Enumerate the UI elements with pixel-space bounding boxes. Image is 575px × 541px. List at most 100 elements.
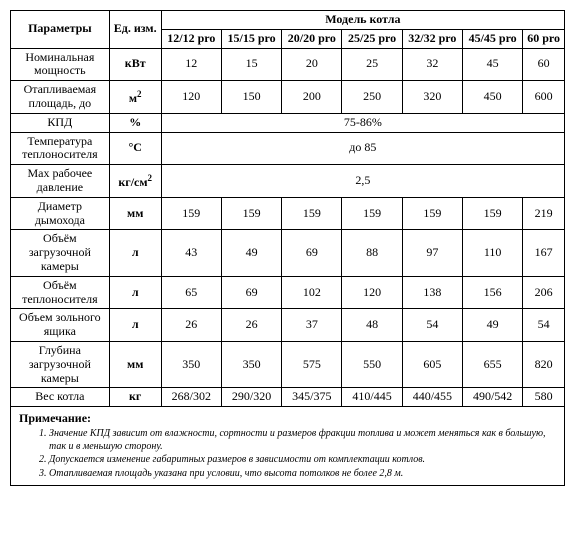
cell: 490/542	[463, 388, 523, 407]
param-unit: °С	[109, 132, 161, 165]
table-row: Max рабочее давление кг/см2 2,5	[11, 165, 565, 198]
cell: 167	[523, 230, 565, 276]
param-name: Температура теплоносителя	[11, 132, 110, 165]
notes-title: Примечание:	[19, 411, 556, 426]
table-body: Номинальная мощность кВт 12 15 20 25 32 …	[11, 48, 565, 407]
cell: 655	[463, 341, 523, 387]
param-name: Max рабочее давление	[11, 165, 110, 198]
cell: 49	[221, 230, 281, 276]
table-header: Параметры Ед. изм. Модель котла 12/12 pr…	[11, 11, 565, 49]
table-row: Температура теплоносителя °С до 85	[11, 132, 565, 165]
param-name: Отапливаемая площадь, до	[11, 81, 110, 114]
cell-span: 2,5	[161, 165, 564, 198]
param-unit: мм	[109, 341, 161, 387]
param-name: Объём загрузочной камеры	[11, 230, 110, 276]
cell: 580	[523, 388, 565, 407]
param-unit: кВт	[109, 48, 161, 81]
cell: 159	[463, 197, 523, 230]
cell: 15	[221, 48, 281, 81]
table-row: Диаметр дымохода мм 159 159 159 159 159 …	[11, 197, 565, 230]
cell: 138	[402, 276, 462, 309]
header-unit: Ед. изм.	[109, 11, 161, 49]
cell: 60	[523, 48, 565, 81]
cell-span: до 85	[161, 132, 564, 165]
cell: 200	[282, 81, 342, 114]
cell: 54	[402, 309, 462, 342]
header-model-0: 12/12 pro	[161, 29, 221, 48]
notes-block: Примечание: Значение КПД зависит от влаж…	[10, 407, 565, 486]
cell: 250	[342, 81, 402, 114]
cell: 150	[221, 81, 281, 114]
cell: 290/320	[221, 388, 281, 407]
cell: 350	[161, 341, 221, 387]
param-name: Объем зольного ящика	[11, 309, 110, 342]
header-model-2: 20/20 pro	[282, 29, 342, 48]
cell: 345/375	[282, 388, 342, 407]
param-unit: м2	[109, 81, 161, 114]
header-model-group: Модель котла	[161, 11, 564, 30]
cell: 350	[221, 341, 281, 387]
header-model-6: 60 pro	[523, 29, 565, 48]
cell: 110	[463, 230, 523, 276]
cell: 159	[161, 197, 221, 230]
boiler-spec-table: Параметры Ед. изм. Модель котла 12/12 pr…	[10, 10, 565, 407]
header-model-3: 25/25 pro	[342, 29, 402, 48]
param-unit: мм	[109, 197, 161, 230]
cell: 159	[282, 197, 342, 230]
cell: 820	[523, 341, 565, 387]
cell: 65	[161, 276, 221, 309]
cell: 69	[282, 230, 342, 276]
header-model-5: 45/45 pro	[463, 29, 523, 48]
table-row: Глубина загрузочной камеры мм 350 350 57…	[11, 341, 565, 387]
param-unit: л	[109, 309, 161, 342]
table-row: КПД % 75-86%	[11, 113, 565, 132]
table-row: Объем зольного ящика л 26 26 37 48 54 49…	[11, 309, 565, 342]
param-unit: кг/см2	[109, 165, 161, 198]
param-name: Объём теплоносителя	[11, 276, 110, 309]
cell: 600	[523, 81, 565, 114]
cell: 206	[523, 276, 565, 309]
header-model-1: 15/15 pro	[221, 29, 281, 48]
cell: 25	[342, 48, 402, 81]
param-unit: л	[109, 276, 161, 309]
param-name: КПД	[11, 113, 110, 132]
table-row: Вес котла кг 268/302 290/320 345/375 410…	[11, 388, 565, 407]
table-row: Объём загрузочной камеры л 43 49 69 88 9…	[11, 230, 565, 276]
cell: 440/455	[402, 388, 462, 407]
cell: 550	[342, 341, 402, 387]
cell: 26	[221, 309, 281, 342]
cell-span: 75-86%	[161, 113, 564, 132]
cell: 43	[161, 230, 221, 276]
header-param: Параметры	[11, 11, 110, 49]
cell: 45	[463, 48, 523, 81]
cell: 102	[282, 276, 342, 309]
param-name: Вес котла	[11, 388, 110, 407]
cell: 120	[161, 81, 221, 114]
param-unit: %	[109, 113, 161, 132]
note-item: Значение КПД зависит от влажности, сортн…	[49, 428, 556, 453]
table-row: Отапливаемая площадь, до м2 120 150 200 …	[11, 81, 565, 114]
param-unit: кг	[109, 388, 161, 407]
table-row: Объём теплоносителя л 65 69 102 120 138 …	[11, 276, 565, 309]
param-unit: л	[109, 230, 161, 276]
param-name: Диаметр дымохода	[11, 197, 110, 230]
cell: 450	[463, 81, 523, 114]
cell: 88	[342, 230, 402, 276]
cell: 69	[221, 276, 281, 309]
cell: 120	[342, 276, 402, 309]
cell: 156	[463, 276, 523, 309]
table-row: Номинальная мощность кВт 12 15 20 25 32 …	[11, 48, 565, 81]
cell: 575	[282, 341, 342, 387]
cell: 410/445	[342, 388, 402, 407]
notes-list: Значение КПД зависит от влажности, сортн…	[49, 428, 556, 480]
param-name: Глубина загрузочной камеры	[11, 341, 110, 387]
cell: 37	[282, 309, 342, 342]
cell: 320	[402, 81, 462, 114]
cell: 159	[221, 197, 281, 230]
cell: 54	[523, 309, 565, 342]
cell: 159	[342, 197, 402, 230]
header-model-4: 32/32 pro	[402, 29, 462, 48]
cell: 32	[402, 48, 462, 81]
note-item: Допускается изменение габаритных размеро…	[49, 454, 556, 467]
cell: 26	[161, 309, 221, 342]
